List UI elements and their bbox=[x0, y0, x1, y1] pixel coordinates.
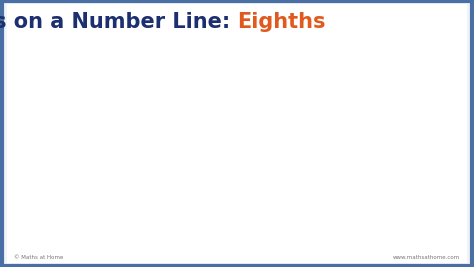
Text: 0: 0 bbox=[40, 231, 51, 247]
Text: 4: 4 bbox=[337, 97, 344, 107]
Text: 8: 8 bbox=[211, 131, 218, 141]
Text: 1: 1 bbox=[348, 117, 356, 130]
Text: 5: 5 bbox=[361, 97, 368, 107]
Text: 6: 6 bbox=[385, 97, 392, 107]
Text: 8: 8 bbox=[163, 131, 170, 141]
Text: 7: 7 bbox=[211, 97, 218, 107]
Text: MATHS: MATHS bbox=[25, 35, 42, 39]
Text: 8: 8 bbox=[187, 131, 194, 141]
Text: 8: 8 bbox=[139, 131, 146, 141]
Text: 2: 2 bbox=[289, 97, 295, 107]
Text: 1: 1 bbox=[234, 231, 244, 247]
Text: 8: 8 bbox=[361, 131, 368, 141]
Text: 1: 1 bbox=[396, 117, 404, 130]
Text: 2: 2 bbox=[91, 97, 97, 107]
Text: 8: 8 bbox=[288, 131, 295, 141]
Text: 1: 1 bbox=[276, 117, 284, 130]
Text: www.mathsathome.com: www.mathsathome.com bbox=[392, 255, 460, 260]
Polygon shape bbox=[23, 21, 43, 48]
Text: 8: 8 bbox=[66, 131, 73, 141]
Text: 4: 4 bbox=[139, 97, 146, 107]
Text: © Maths at Home: © Maths at Home bbox=[14, 255, 64, 260]
Text: 3: 3 bbox=[115, 97, 121, 107]
Circle shape bbox=[15, 16, 51, 55]
Text: 1: 1 bbox=[300, 117, 308, 130]
Text: 8: 8 bbox=[115, 131, 121, 141]
Text: 1: 1 bbox=[264, 97, 271, 107]
Text: Fractions on a Number Line:: Fractions on a Number Line: bbox=[0, 12, 237, 32]
Text: 8: 8 bbox=[337, 131, 344, 141]
Text: 1: 1 bbox=[324, 117, 332, 130]
Text: 3: 3 bbox=[313, 97, 319, 107]
Text: 8: 8 bbox=[91, 131, 97, 141]
Text: 7: 7 bbox=[409, 97, 416, 107]
Polygon shape bbox=[22, 18, 45, 33]
Text: 5: 5 bbox=[163, 97, 170, 107]
Text: 8: 8 bbox=[409, 131, 416, 141]
Text: home: home bbox=[27, 44, 39, 48]
Text: 6: 6 bbox=[187, 97, 194, 107]
Text: 1: 1 bbox=[66, 97, 73, 107]
Text: 2: 2 bbox=[427, 231, 437, 247]
Text: 8: 8 bbox=[264, 131, 271, 141]
Text: 8: 8 bbox=[312, 131, 319, 141]
Text: 8: 8 bbox=[385, 131, 392, 141]
Text: 1: 1 bbox=[372, 117, 380, 130]
Text: 1: 1 bbox=[252, 117, 260, 130]
Text: Eighths: Eighths bbox=[237, 12, 326, 32]
